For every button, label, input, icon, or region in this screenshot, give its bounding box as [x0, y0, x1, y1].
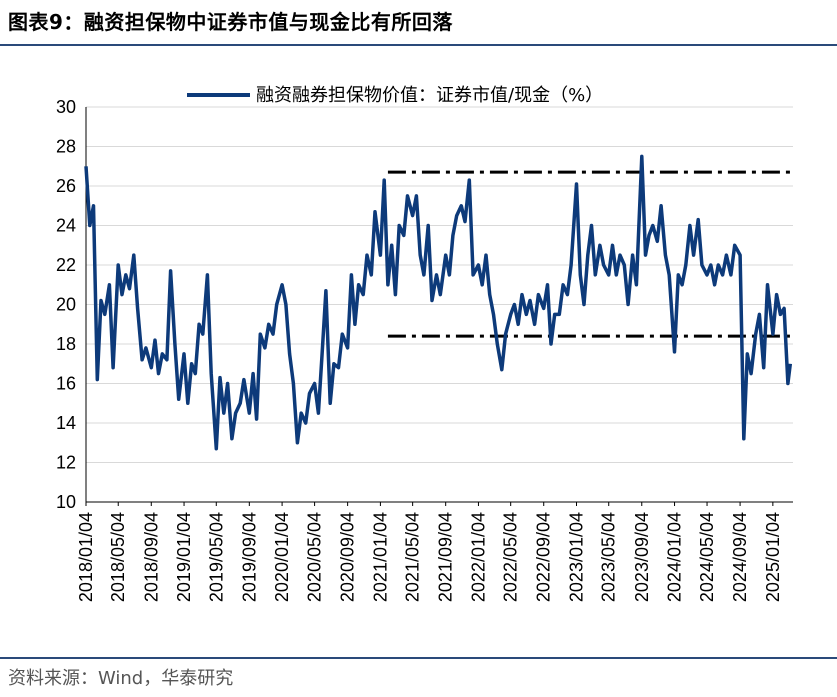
legend: 融资融券担保物价值：证券市值/现金（%）	[187, 85, 603, 106]
x-tick-label: 2018/01/04	[76, 512, 96, 602]
y-tick-label: 14	[56, 413, 76, 433]
y-tick-label: 12	[56, 453, 76, 473]
y-tick-label: 22	[56, 255, 76, 275]
x-tick-label: 2023/05/04	[599, 512, 619, 602]
top-rule	[0, 44, 837, 46]
x-tick-label: 2025/01/04	[763, 512, 783, 602]
y-tick-label: 28	[56, 137, 76, 157]
x-tick-label: 2021/01/04	[370, 512, 390, 602]
figure-title: 融资担保物中证券市值与现金比有所回落	[83, 10, 453, 34]
x-tick-label: 2024/09/04	[730, 512, 750, 602]
x-tick-label: 2023/09/04	[632, 512, 652, 602]
source-note: 资料来源：Wind，华泰研究	[8, 668, 234, 689]
figure-label: 图表9：	[8, 10, 84, 34]
x-tick-label: 2023/01/04	[566, 512, 586, 602]
y-tick-label: 26	[56, 176, 76, 196]
x-tick-label: 2022/09/04	[534, 512, 554, 602]
x-tick-label: 2019/09/04	[239, 512, 259, 602]
x-tick-label: 2020/05/04	[305, 512, 325, 602]
x-tick-label: 2024/01/04	[665, 512, 685, 602]
y-axis-ticks: 10 12 14 16 18 20 22 24 26 28 30	[56, 97, 76, 512]
x-tick-label: 2020/01/04	[272, 512, 292, 602]
legend-label: 融资融券担保物价值：证券市值/现金（%）	[256, 85, 603, 106]
x-tick-label: 2018/09/04	[141, 512, 161, 602]
y-tick-label: 16	[56, 374, 76, 394]
x-axis-ticks: 2018/01/04 2018/05/04 2018/09/04 2019/01/04…	[76, 502, 783, 602]
x-tick-label: 2019/05/04	[206, 512, 226, 602]
y-tick-label: 10	[56, 492, 76, 512]
x-tick-label: 2022/05/04	[501, 512, 521, 602]
series-line	[84, 154, 793, 451]
x-tick-label: 2018/05/04	[108, 512, 128, 602]
x-tick-label: 2019/01/04	[174, 512, 194, 602]
y-tick-label: 24	[56, 216, 76, 236]
x-tick-label: 2020/09/04	[338, 512, 358, 602]
y-tick-label: 30	[56, 97, 76, 117]
y-tick-label: 18	[56, 334, 76, 354]
series-group	[84, 154, 793, 451]
x-tick-label: 2021/09/04	[436, 512, 456, 602]
x-tick-label: 2021/05/04	[403, 512, 423, 602]
bottom-rule	[0, 657, 837, 659]
x-tick-label: 2022/01/04	[468, 512, 488, 602]
figure-title-bar: 图表9：融资担保物中证券市值与现金比有所回落	[8, 6, 453, 35]
y-tick-label: 20	[56, 295, 76, 315]
x-tick-label: 2024/05/04	[697, 512, 717, 602]
